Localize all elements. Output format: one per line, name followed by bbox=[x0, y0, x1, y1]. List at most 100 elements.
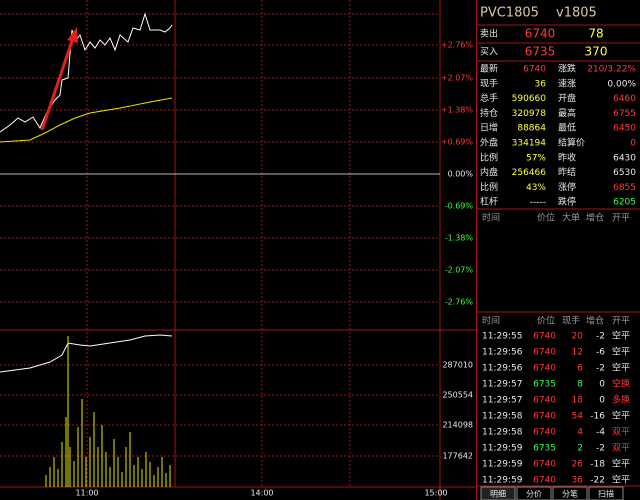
volume-bars bbox=[45, 399, 171, 487]
stat-value: 210/3.22% bbox=[587, 65, 636, 75]
tick-cell: 6740 bbox=[533, 412, 556, 422]
tick-cell: 26 bbox=[572, 460, 584, 470]
tick-cell: 11:29:58 bbox=[482, 412, 523, 422]
tab[interactable] bbox=[552, 486, 588, 500]
tick-cell: 20 bbox=[572, 332, 584, 342]
tick-cell: -2 bbox=[596, 364, 605, 374]
column-header: 时间 bbox=[482, 212, 500, 224]
stat-value: 6460 bbox=[613, 94, 636, 104]
stat-label: 持仓 bbox=[480, 107, 498, 119]
tick-cell: 双平 bbox=[612, 427, 630, 438]
tick-cell: 6735 bbox=[533, 444, 556, 454]
price-axis-label: +1.38% bbox=[441, 106, 474, 115]
chart-grid bbox=[0, 0, 477, 500]
tick-cell: 6740 bbox=[533, 332, 556, 342]
tick-cell: 0 bbox=[599, 380, 605, 390]
stat-label: 外盘 bbox=[480, 137, 498, 149]
column-header: 开平 bbox=[612, 213, 630, 224]
column-header: 时间 bbox=[482, 315, 500, 327]
stat-label: 最高 bbox=[558, 107, 576, 119]
stat-label: 内盘 bbox=[480, 166, 498, 178]
trend-arrow bbox=[40, 27, 78, 131]
stat-value: 6430 bbox=[613, 153, 636, 163]
price-axis-label: -1.38% bbox=[445, 234, 474, 243]
column-header: 增仓 bbox=[586, 315, 604, 327]
price-axis-label: +0.69% bbox=[441, 138, 474, 147]
tick-cell: 12 bbox=[572, 348, 583, 358]
tick-cell: 多换 bbox=[612, 394, 630, 406]
tab-label: 明细 bbox=[490, 489, 506, 499]
tick-cell: 空换 bbox=[612, 378, 630, 390]
tick-cell: 空平 bbox=[612, 330, 630, 342]
tick-cell: 36 bbox=[572, 476, 584, 486]
tick-cell: -6 bbox=[596, 348, 605, 358]
tick-cell: 11:29:59 bbox=[482, 444, 523, 454]
volume-axis-label: 214098 bbox=[442, 421, 473, 430]
column-header: 开平 bbox=[612, 316, 630, 327]
time-axis-label: 15:00 bbox=[424, 489, 447, 498]
tick-cell: 6740 bbox=[533, 348, 556, 358]
stat-value: 57% bbox=[526, 153, 546, 163]
open-interest-line bbox=[0, 334, 173, 373]
stat-value: 6205 bbox=[613, 198, 636, 208]
quote-price: 6740 bbox=[525, 27, 556, 41]
tick-cell: -16 bbox=[590, 412, 605, 422]
tick-cell: 11:29:59 bbox=[482, 460, 523, 470]
tick-cell: 6740 bbox=[533, 396, 556, 406]
column-header: 增仓 bbox=[586, 212, 604, 224]
tick-cell: 双平 bbox=[612, 443, 630, 454]
price-axis-label: +2.76% bbox=[441, 41, 474, 50]
stat-label: 杠杆 bbox=[480, 196, 498, 208]
stat-label: 比例 bbox=[480, 151, 498, 163]
volume-axis-label: 250554 bbox=[442, 391, 473, 400]
quote-label: 买入 bbox=[480, 47, 498, 58]
contract-code: v1805 bbox=[556, 6, 597, 21]
symbol: PVC1805 bbox=[480, 6, 539, 21]
price-axis-label: +2.07% bbox=[441, 74, 474, 83]
tick-cell: 空平 bbox=[612, 410, 630, 422]
tick-cell: 空平 bbox=[612, 458, 630, 470]
stat-label: 现手 bbox=[480, 77, 498, 89]
column-header: 大单 bbox=[562, 212, 580, 224]
stat-value: 320978 bbox=[512, 109, 547, 119]
tick-cell: 11:29:56 bbox=[482, 364, 523, 374]
price-axis-label: 0.00% bbox=[448, 170, 474, 179]
price-axis-label: -2.07% bbox=[445, 266, 474, 275]
stat-value: 0 bbox=[630, 139, 636, 149]
column-header: 价位 bbox=[537, 212, 555, 224]
tick-cell: 4 bbox=[577, 428, 583, 438]
volume-axis-label: 287010 bbox=[442, 361, 473, 370]
tick-cell: 空平 bbox=[612, 346, 630, 358]
tick-cell: 6 bbox=[577, 364, 583, 374]
tick-cell: 6735 bbox=[533, 380, 556, 390]
stat-label: 结算价 bbox=[558, 137, 585, 149]
stat-value: 256466 bbox=[512, 168, 547, 178]
tick-cell: 11:29:57 bbox=[482, 380, 522, 390]
time-axis-label: 11:00 bbox=[75, 489, 98, 498]
tick-cell: 8 bbox=[577, 380, 583, 390]
quote-volume: 78 bbox=[588, 27, 603, 41]
column-header: 价位 bbox=[537, 315, 555, 327]
tick-cell: -2 bbox=[596, 332, 605, 342]
tick-cell: 空平 bbox=[612, 362, 630, 374]
tick-cell: 54 bbox=[572, 412, 584, 422]
stat-label: 总手 bbox=[480, 92, 498, 104]
tick-cell: -2 bbox=[596, 444, 605, 454]
tab[interactable] bbox=[480, 486, 516, 500]
quote-volume: 370 bbox=[585, 45, 608, 59]
stat-label: 速涨 bbox=[558, 78, 576, 89]
tick-cell: 18 bbox=[572, 396, 584, 406]
quote-label: 卖出 bbox=[480, 28, 498, 40]
tick-cell: -22 bbox=[590, 476, 605, 486]
stat-label: 比例 bbox=[480, 181, 498, 193]
tab[interactable] bbox=[588, 486, 624, 500]
stat-value: 6755 bbox=[613, 109, 636, 119]
tick-cell: 6740 bbox=[533, 476, 556, 486]
stat-value: 36 bbox=[535, 79, 547, 89]
tick-cell: 6740 bbox=[533, 428, 556, 438]
stat-label: 日增 bbox=[480, 122, 498, 134]
stat-value: 6740 bbox=[523, 65, 546, 75]
panel-lines bbox=[476, 24, 640, 487]
tab[interactable] bbox=[516, 486, 552, 500]
